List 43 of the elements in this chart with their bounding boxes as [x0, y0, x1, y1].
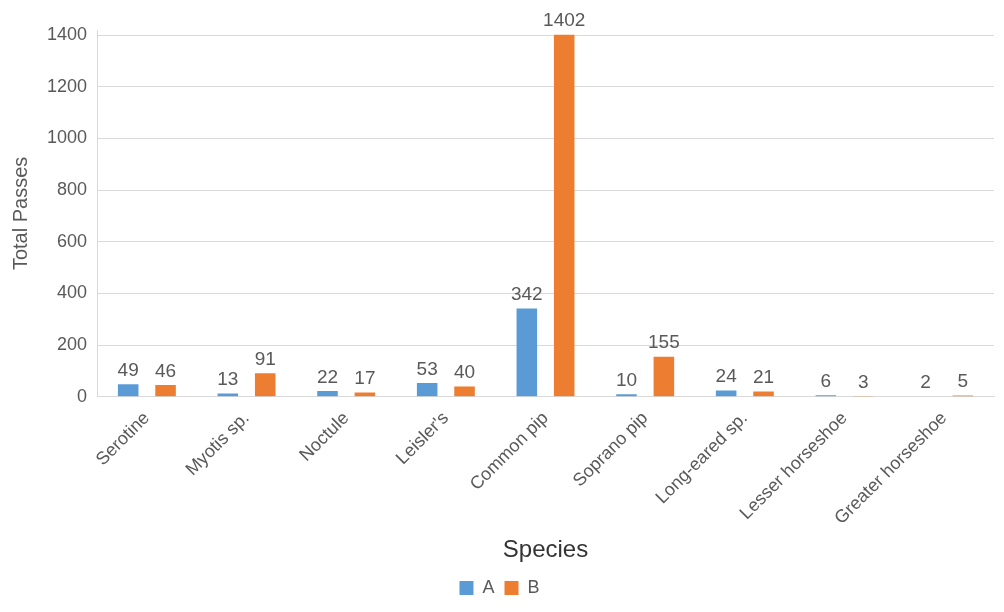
data-label: 2 [920, 371, 931, 393]
bar [753, 391, 774, 397]
y-axis-title: Total Passes [8, 156, 31, 271]
data-label: 1402 [543, 9, 586, 31]
bar [117, 384, 139, 397]
y-tick-label: 600 [57, 230, 88, 251]
y-tick-label: 1400 [47, 24, 88, 45]
data-label: 53 [416, 357, 438, 379]
data-label: 24 [715, 365, 738, 387]
bar [254, 373, 276, 397]
data-label: 3 [857, 370, 869, 392]
bar [217, 393, 239, 397]
data-label: 91 [254, 348, 276, 370]
x-axis-title: Species [502, 535, 589, 563]
data-label: 22 [316, 365, 339, 387]
bar [653, 356, 675, 397]
bar [416, 383, 438, 397]
data-label: 17 [354, 367, 376, 389]
data-label: 13 [217, 368, 239, 390]
data-label: 155 [648, 331, 680, 353]
y-tick-label: 200 [57, 334, 88, 355]
y-tick-label: 800 [57, 179, 88, 200]
data-label: 342 [510, 283, 543, 305]
y-tick-label: 400 [57, 282, 88, 303]
data-label: 5 [957, 370, 969, 392]
data-label: 46 [154, 359, 177, 381]
y-tick-label: 1200 [47, 75, 88, 96]
y-tick-label: 0 [77, 385, 88, 406]
bar [454, 386, 475, 397]
bar [155, 384, 176, 397]
legend-label: A [482, 576, 495, 597]
data-label: 21 [752, 366, 775, 388]
data-label: 49 [117, 358, 139, 380]
bar [516, 308, 538, 397]
data-label: 10 [615, 368, 638, 390]
bar [317, 391, 338, 397]
y-tick-label: 1000 [47, 127, 88, 148]
bar [616, 394, 637, 397]
bar [354, 392, 376, 397]
data-label: 40 [453, 361, 476, 383]
legend-label: B [527, 576, 540, 597]
data-label: 6 [820, 369, 832, 391]
bar [553, 34, 575, 397]
